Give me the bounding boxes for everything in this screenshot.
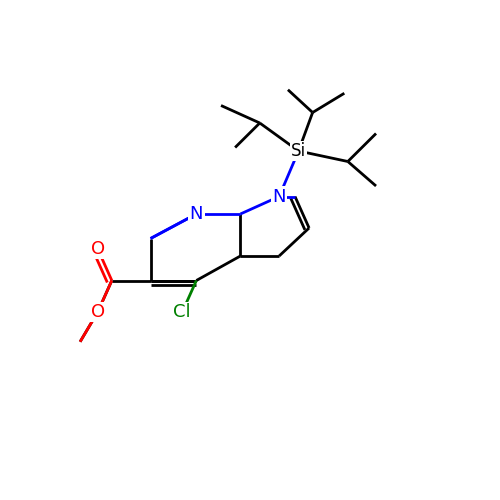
Text: O: O: [90, 240, 105, 258]
Text: Cl: Cl: [174, 303, 191, 321]
Text: N: N: [272, 188, 286, 206]
Text: Si: Si: [291, 142, 306, 160]
Text: O: O: [90, 303, 105, 321]
Text: N: N: [190, 205, 203, 223]
